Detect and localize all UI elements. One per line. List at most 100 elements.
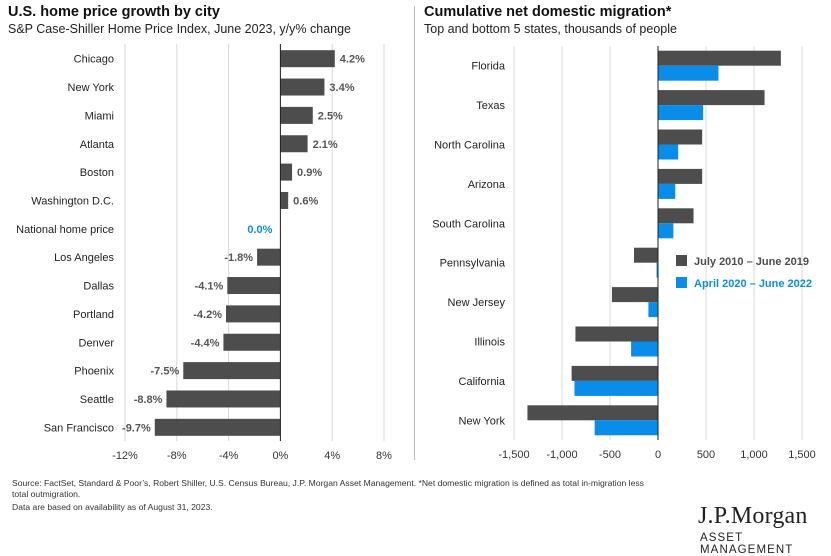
right-chart-subtitle: Top and bottom 5 states, thousands of pe… xyxy=(424,22,677,36)
left-x-tick-label: 4% xyxy=(324,450,340,462)
right-x-tick-label: -1,000 xyxy=(546,449,577,461)
right-category-label: California xyxy=(459,376,506,388)
right-bar-series-2 xyxy=(658,65,719,81)
right-category-label: New York xyxy=(459,415,506,427)
left-data-label: 3.4% xyxy=(329,82,354,94)
right-bar-series-1 xyxy=(611,287,658,303)
right-x-tick-label: 500 xyxy=(697,449,715,461)
right-x-tick-label: 1,000 xyxy=(740,449,768,461)
left-x-tick-label: -4% xyxy=(219,450,239,462)
right-category-label: New Jersey xyxy=(448,297,506,309)
left-category-label: Seattle xyxy=(80,394,114,406)
left-data-label: -7.5% xyxy=(151,366,180,378)
left-data-label: -1.8% xyxy=(224,252,253,264)
footnote-line-2: total outmigration. xyxy=(12,489,81,499)
left-data-label: 2.1% xyxy=(313,139,338,151)
left-bar xyxy=(280,191,289,209)
left-bar xyxy=(280,78,325,96)
legend-label-series-2: April 2020 – June 2022 xyxy=(694,278,813,290)
left-category-label: National home price xyxy=(16,224,114,236)
left-data-label: 2.5% xyxy=(318,110,343,122)
left-chart-subtitle: S&P Case-Shiller Home Price Index, June … xyxy=(8,22,352,36)
right-bar-series-2 xyxy=(574,380,658,396)
right-bar-series-1 xyxy=(575,326,658,342)
left-bar xyxy=(183,362,281,380)
right-bar-series-1 xyxy=(658,90,765,106)
right-bar-series-2 xyxy=(658,105,704,121)
right-x-tick-label: -1,500 xyxy=(498,449,529,461)
right-bar-series-2 xyxy=(658,183,676,199)
right-chart-title: Cumulative net domestic migration* xyxy=(424,4,672,20)
left-category-label: Portland xyxy=(73,309,114,321)
left-data-label: -8.8% xyxy=(134,394,163,406)
right-category-label: Pennsylvania xyxy=(440,258,506,270)
right-bar-series-1 xyxy=(658,208,694,224)
footnote-line-1: Source: FactSet, Standard & Poor’s, Robe… xyxy=(12,478,644,488)
legend-swatch-series-2 xyxy=(676,277,687,288)
legend-item-series-2: April 2020 – June 2022 xyxy=(676,277,812,290)
left-category-label: Los Angeles xyxy=(54,252,114,264)
legend-label-series-1: July 2010 – June 2019 xyxy=(694,256,809,268)
left-category-label: Boston xyxy=(80,167,114,179)
left-data-label: -4.1% xyxy=(195,281,224,293)
left-bar xyxy=(223,333,281,351)
left-category-label: Dallas xyxy=(83,281,114,293)
right-category-label: South Carolina xyxy=(432,218,506,230)
legend-swatch-series-1 xyxy=(676,255,687,266)
left-data-label: 0.0% xyxy=(247,224,272,236)
left-category-label: Phoenix xyxy=(74,366,114,378)
right-bar-series-2 xyxy=(631,341,658,357)
left-bar xyxy=(166,390,281,408)
left-data-label: 4.2% xyxy=(340,54,365,66)
right-bar-series-1 xyxy=(634,247,658,263)
panel-divider xyxy=(414,6,415,460)
left-category-label: Washington D.C. xyxy=(31,195,114,207)
left-data-label: 0.9% xyxy=(297,167,322,179)
left-bar xyxy=(257,248,281,266)
right-bar-series-1 xyxy=(658,129,703,145)
left-x-tick-label: 8% xyxy=(376,450,392,462)
right-bar-series-2 xyxy=(658,223,674,239)
left-bar xyxy=(227,277,281,295)
left-category-label: New York xyxy=(68,82,115,94)
left-category-label: Atlanta xyxy=(80,139,115,151)
right-bar-series-2 xyxy=(658,144,679,160)
left-data-label: -4.4% xyxy=(191,337,220,349)
left-category-label: Denver xyxy=(79,337,115,349)
left-data-label: 0.6% xyxy=(293,195,318,207)
right-category-label: Arizona xyxy=(468,179,506,191)
right-category-label: North Carolina xyxy=(434,140,506,152)
right-bar-series-1 xyxy=(658,50,781,66)
left-bar xyxy=(280,135,308,153)
left-x-tick-label: -8% xyxy=(167,450,187,462)
left-bar xyxy=(280,163,293,181)
left-x-tick-label: -12% xyxy=(112,450,138,462)
left-category-label: Chicago xyxy=(74,54,114,66)
right-category-label: Florida xyxy=(471,61,506,73)
asset-management-logo: ASSET MANAGEMENT xyxy=(700,532,794,556)
left-bar xyxy=(280,106,313,124)
right-x-tick-label: 1,500 xyxy=(788,449,816,461)
right-x-tick-label: 0 xyxy=(655,449,661,461)
left-x-tick-label: 0% xyxy=(272,450,288,462)
left-category-label: Miami xyxy=(85,110,114,122)
left-data-label: -4.2% xyxy=(193,309,222,321)
right-bar-series-1 xyxy=(658,168,703,184)
right-bar-series-2 xyxy=(648,302,658,318)
right-x-tick-label: -500 xyxy=(599,449,621,461)
left-bar xyxy=(154,418,281,436)
right-category-label: Texas xyxy=(476,100,505,112)
right-bar-series-2 xyxy=(656,262,658,278)
right-bar-series-1 xyxy=(527,405,658,421)
left-category-label: San Francisco xyxy=(44,422,114,434)
jpmorgan-logo: J.P.Morgan xyxy=(698,503,808,529)
left-chart-title: U.S. home price growth by city xyxy=(8,4,220,20)
footnote-line-3: Data are based on availability as of Aug… xyxy=(12,502,213,512)
left-data-label: -9.7% xyxy=(122,422,151,434)
legend-item-series-1: July 2010 – June 2019 xyxy=(676,255,809,268)
right-category-label: Illinois xyxy=(474,337,505,349)
right-bar-series-1 xyxy=(571,365,658,381)
left-bar xyxy=(226,305,281,323)
